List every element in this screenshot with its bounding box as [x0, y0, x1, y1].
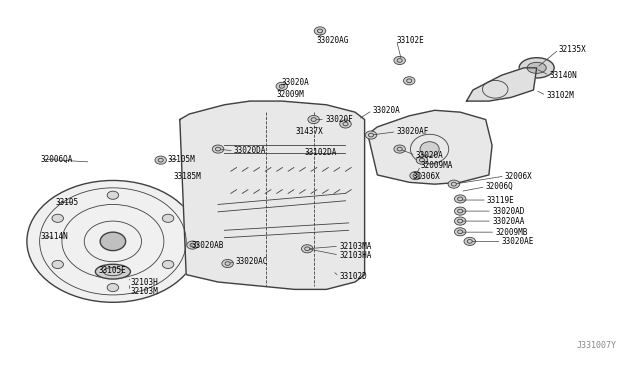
Ellipse shape [519, 58, 554, 78]
Ellipse shape [340, 120, 351, 128]
Ellipse shape [95, 264, 131, 279]
Text: 33102D: 33102D [339, 272, 367, 281]
Ellipse shape [163, 214, 174, 222]
Text: 32009MA: 32009MA [420, 161, 453, 170]
Ellipse shape [52, 260, 63, 269]
Text: 33020AG: 33020AG [317, 36, 349, 45]
Text: 33102DA: 33102DA [304, 148, 337, 157]
Text: 33185M: 33185M [173, 171, 201, 180]
Text: 31306X: 31306X [412, 171, 440, 180]
Text: 33020AD: 33020AD [492, 206, 524, 216]
Text: 33020AC: 33020AC [236, 257, 268, 266]
Text: 33020A: 33020A [415, 151, 444, 160]
Text: 33140N: 33140N [549, 71, 577, 80]
Ellipse shape [416, 156, 428, 164]
Text: 32103HA: 32103HA [339, 251, 371, 260]
Text: 32103MA: 32103MA [339, 242, 371, 251]
Ellipse shape [276, 82, 287, 90]
Text: 33105E: 33105E [99, 266, 126, 275]
Ellipse shape [394, 145, 405, 153]
Ellipse shape [527, 62, 546, 73]
Text: 33020A: 33020A [282, 78, 310, 87]
Text: 33020AF: 33020AF [396, 127, 429, 136]
Ellipse shape [163, 260, 174, 269]
Text: 32103M: 32103M [130, 287, 158, 296]
Ellipse shape [107, 283, 118, 292]
Ellipse shape [454, 195, 466, 203]
Text: 33105: 33105 [56, 198, 79, 207]
Ellipse shape [454, 217, 466, 225]
Polygon shape [180, 101, 365, 289]
Ellipse shape [107, 191, 118, 199]
Polygon shape [368, 110, 492, 184]
Text: 32135X: 32135X [559, 45, 587, 54]
Text: 32006X: 32006X [505, 171, 532, 180]
Ellipse shape [394, 57, 405, 64]
Ellipse shape [448, 180, 460, 188]
Text: 33020AE: 33020AE [502, 237, 534, 246]
Ellipse shape [314, 27, 326, 35]
Text: 32009MB: 32009MB [495, 228, 527, 237]
Text: 33114N: 33114N [41, 232, 68, 241]
Ellipse shape [365, 131, 377, 139]
Ellipse shape [212, 145, 224, 153]
Text: 33102M: 33102M [546, 91, 574, 100]
Ellipse shape [100, 232, 125, 251]
Text: J331007Y: J331007Y [576, 341, 616, 350]
Ellipse shape [464, 237, 476, 246]
Text: 33020DA: 33020DA [234, 147, 266, 155]
Ellipse shape [27, 180, 199, 302]
Text: 33020F: 33020F [325, 115, 353, 124]
Ellipse shape [222, 260, 234, 267]
Ellipse shape [403, 77, 415, 85]
Ellipse shape [301, 245, 313, 253]
Text: 33105M: 33105M [167, 155, 195, 164]
Text: 33020A: 33020A [372, 106, 400, 115]
Ellipse shape [454, 228, 466, 236]
Text: 33119E: 33119E [487, 196, 515, 205]
Ellipse shape [410, 171, 421, 180]
Text: 33020AB: 33020AB [191, 241, 223, 250]
Text: 33020AA: 33020AA [492, 217, 524, 225]
Text: 32006QA: 32006QA [41, 154, 73, 164]
Ellipse shape [155, 156, 166, 164]
Ellipse shape [420, 142, 439, 157]
Text: 32006Q: 32006Q [486, 182, 513, 191]
Text: 32009M: 32009M [276, 90, 305, 99]
Polygon shape [467, 68, 537, 101]
Ellipse shape [454, 207, 466, 215]
Text: 32103H: 32103H [130, 278, 158, 287]
Text: 31437X: 31437X [296, 127, 324, 136]
Ellipse shape [187, 241, 198, 249]
Ellipse shape [308, 115, 319, 124]
Ellipse shape [52, 214, 63, 222]
Text: 33102E: 33102E [396, 36, 424, 45]
